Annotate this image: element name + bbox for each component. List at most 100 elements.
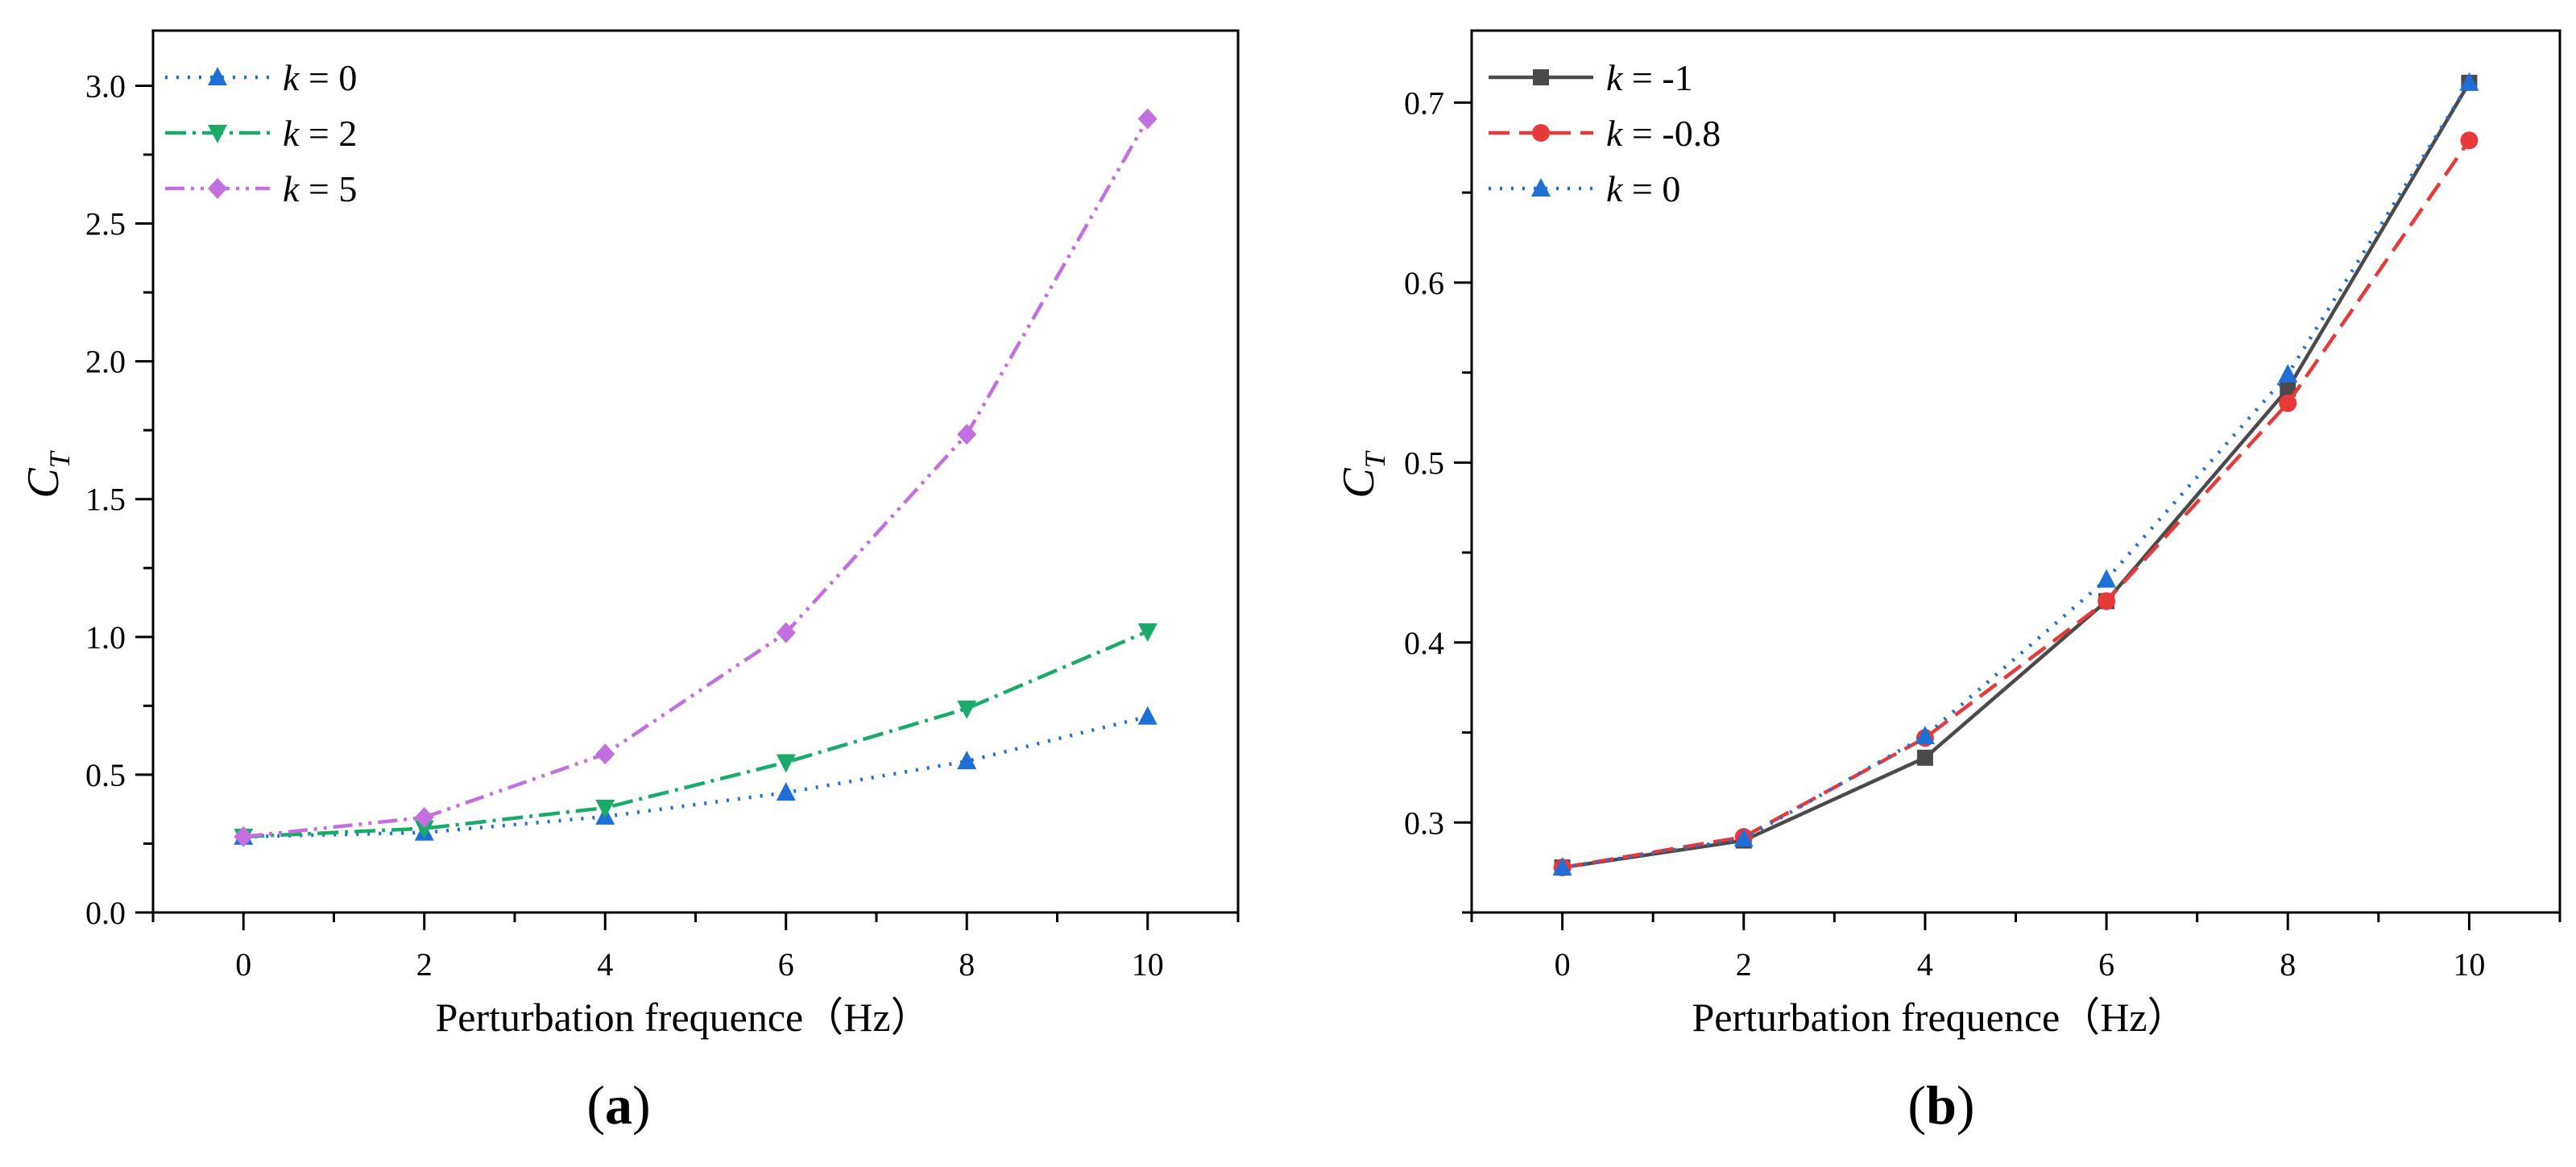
panel-label-open: ( (586, 1074, 605, 1136)
data-point-series-2 (1733, 828, 1754, 847)
y-tick-label: 1.0 (85, 619, 126, 656)
legend-entry-1: k = 2 (283, 113, 357, 154)
y-tick-label: 2.5 (85, 206, 126, 242)
y-tick-label: 0.7 (1404, 85, 1444, 121)
x-axis-label: Perturbation frequence（Hz） (435, 995, 930, 1040)
series-line-1 (1562, 139, 2471, 870)
legend-entry-0: k = -1 (1606, 57, 1693, 98)
legend-marker-2 (208, 178, 227, 199)
data-point-series-2 (234, 826, 254, 847)
panel-label-letter: b (1926, 1074, 1957, 1136)
y-axis-label: CT (19, 449, 76, 498)
legend-equals: = (299, 168, 338, 209)
y-tick-label: 0.5 (85, 757, 126, 793)
y-tick-label: 1.5 (85, 482, 126, 518)
legend-marker-0 (1533, 69, 1549, 85)
legend-marker-1 (1532, 124, 1550, 142)
legend-entry-0: k = 0 (283, 57, 357, 98)
y-tick-label: 0.0 (85, 895, 126, 931)
x-tick-label: 6 (778, 946, 794, 983)
legend-value: 5 (338, 168, 357, 209)
panel-label-close: ) (1957, 1074, 1975, 1136)
legend-variable: k (283, 168, 300, 209)
x-tick-label: 8 (959, 946, 975, 983)
data-point-series-1 (2460, 131, 2479, 150)
data-point-series-0 (1916, 749, 1933, 766)
data-point-series-0 (957, 751, 977, 770)
legend-variable: k (283, 57, 300, 98)
legend-variable: k (1606, 113, 1624, 154)
legend-equals: = (1622, 113, 1662, 154)
y-tick-label: 3.0 (85, 68, 126, 104)
legend-marker-2 (1531, 178, 1551, 197)
y-tick-label: 2.0 (85, 344, 126, 380)
legend-entry-1: k = -0.8 (1606, 113, 1721, 154)
data-point-series-2 (1552, 857, 1572, 876)
series-line-0 (1562, 81, 2471, 870)
panel-label: (b) (1907, 1074, 1974, 1136)
x-tick-label: 4 (597, 946, 613, 983)
data-point-series-1 (595, 799, 615, 818)
data-point-series-1 (2279, 394, 2297, 412)
y-axis-label: CT (1334, 449, 1391, 498)
panel-label-letter: a (605, 1074, 632, 1136)
x-tick-label: 0 (1555, 946, 1571, 983)
data-point-series-0 (776, 782, 796, 801)
legend-equals: = (1622, 57, 1662, 98)
y-tick-label: 0.3 (1404, 805, 1444, 841)
panel-label-open: ( (1907, 1074, 1926, 1136)
data-point-series-0 (1137, 706, 1158, 725)
data-point-series-1 (957, 700, 977, 719)
data-point-series-2 (1137, 108, 1158, 130)
data-point-series-1 (776, 754, 796, 773)
legend-value: -0.8 (1662, 113, 1721, 154)
x-tick-label: 2 (1736, 946, 1752, 983)
x-tick-label: 0 (235, 946, 251, 983)
legend-entry-2: k = 0 (1606, 168, 1680, 209)
data-point-series-2 (957, 424, 977, 445)
data-point-series-2 (776, 622, 796, 644)
data-point-series-2 (2278, 363, 2298, 383)
data-point-series-2 (414, 806, 434, 828)
y-axis-label-subscript: T (43, 449, 76, 468)
y-tick-label: 0.5 (1404, 445, 1444, 481)
x-tick-label: 4 (1917, 946, 1933, 983)
x-tick-label: 10 (1132, 946, 1164, 983)
series-line-1 (243, 629, 1149, 839)
x-axis-label: Perturbation frequence（Hz） (1692, 995, 2187, 1040)
y-axis-label-main: C (19, 468, 68, 499)
legend-value: 0 (338, 57, 357, 98)
x-tick-label: 8 (2280, 946, 2296, 983)
data-point-series-0 (2280, 380, 2296, 397)
data-point-series-2 (595, 743, 615, 765)
chart-panel-a: 0 2 4 6 8 10 0.0 0.5 1.0 1.5 2.0 2.5 3.0 Perturbation… (19, 29, 1240, 1136)
x-tick-label: 2 (416, 946, 433, 983)
y-tick-label: 0.6 (1404, 265, 1444, 301)
series-line-0 (243, 714, 1149, 839)
x-tick-label: 10 (2453, 946, 2485, 983)
legend-value: 2 (338, 113, 357, 154)
plot-frame (1470, 29, 2562, 914)
panel-label-close: ) (632, 1074, 651, 1136)
legend-marker-1 (208, 125, 227, 143)
plot-frame (151, 29, 1240, 914)
legend-value: 0 (1662, 168, 1680, 209)
y-axis-label-main: C (1334, 468, 1384, 499)
data-point-series-2 (2097, 569, 2117, 588)
chart-panel-b: 0 2 4 6 8 10 0.3 0.4 0.5 0.6 0.7 Perturbation frequ… (1334, 29, 2562, 1136)
legend-value: -1 (1662, 57, 1692, 98)
y-tick-label: 0.4 (1404, 625, 1444, 661)
data-point-series-1 (1137, 623, 1158, 642)
legend-variable: k (1606, 57, 1624, 98)
legend-equals: = (1622, 168, 1662, 209)
legend-variable: k (283, 113, 300, 154)
legend-marker-0 (208, 67, 227, 85)
data-point-series-2 (2459, 72, 2479, 91)
series-line-2 (1562, 81, 2471, 870)
panel-label: (a) (586, 1074, 650, 1136)
legend-equals: = (299, 57, 338, 98)
x-tick-label: 6 (2098, 946, 2114, 983)
legend-variable: k (1606, 168, 1624, 209)
series-line-2 (243, 118, 1149, 839)
